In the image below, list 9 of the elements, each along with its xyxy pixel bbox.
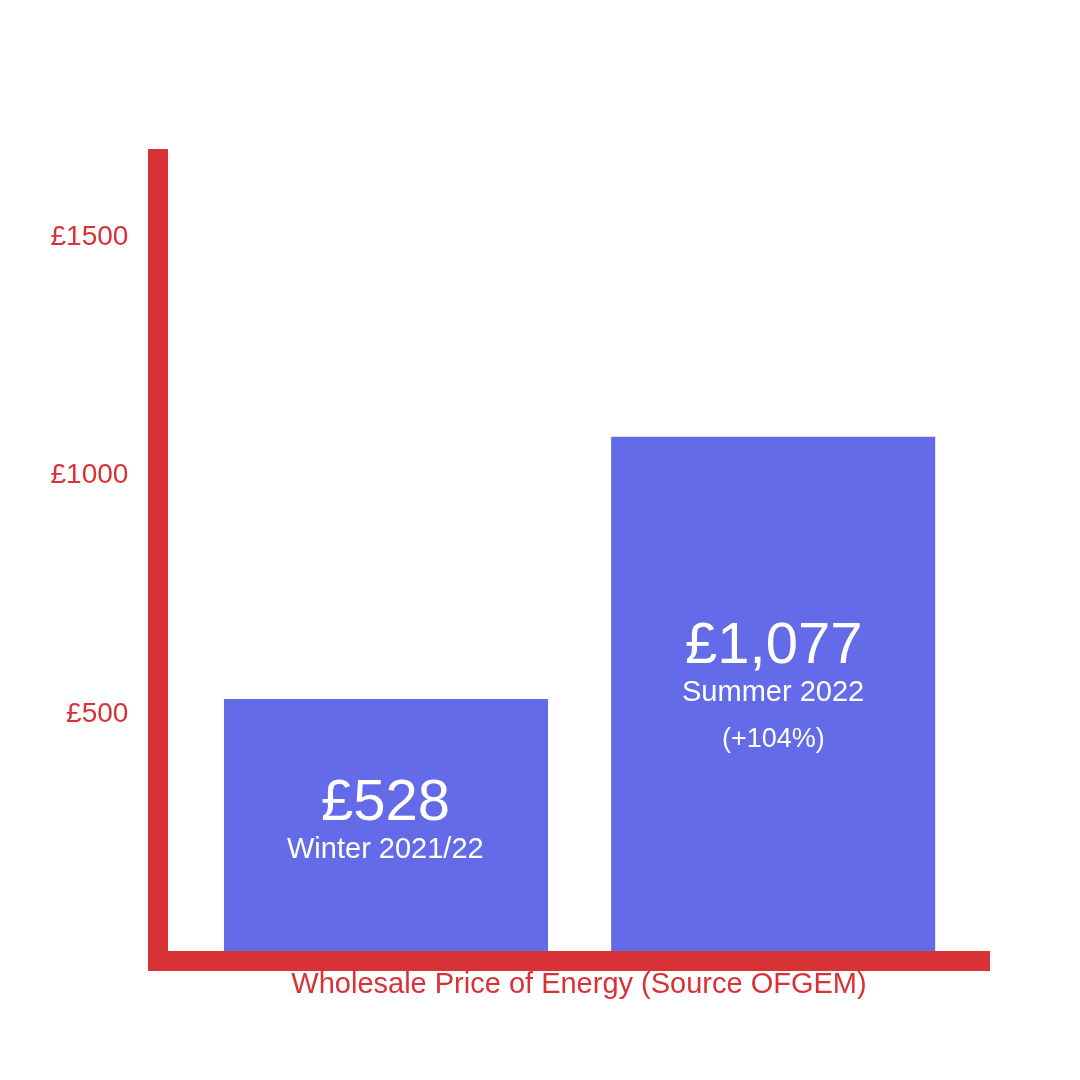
x-axis-title: Wholesale Price of Energy (Source OFGEM) [291,967,867,1000]
data-label: £1,077 [685,610,863,675]
annotation: (+104%) [722,723,825,753]
x-tick-label: Winter 2021/22 [287,832,484,864]
y-tick-label: £500 [66,697,129,729]
x-tick-label: Summer 2022 [682,675,865,707]
y-tick-label: £1500 [50,219,129,251]
data-label: £528 [321,767,451,832]
y-tick-label: £1000 [50,458,129,490]
